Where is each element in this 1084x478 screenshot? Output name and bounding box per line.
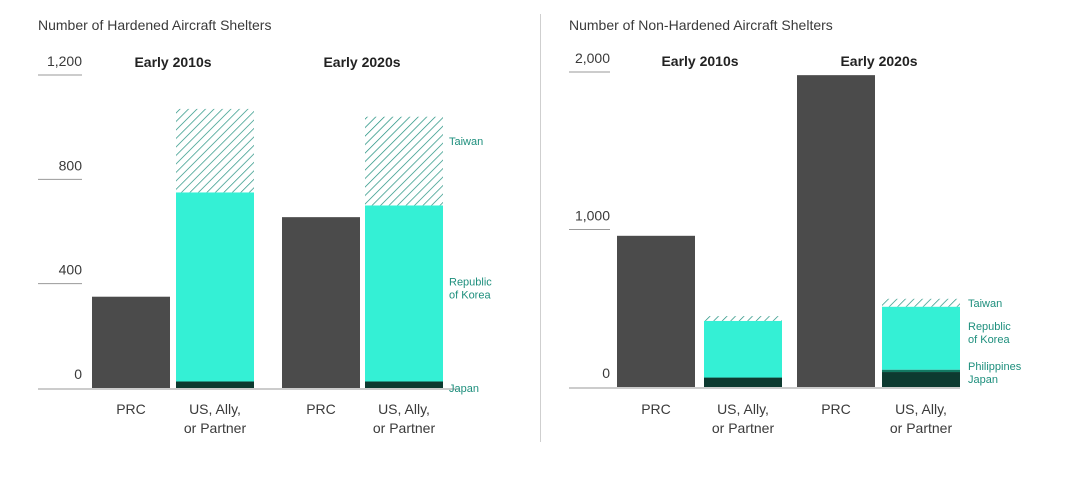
category-label: PRC — [116, 401, 146, 417]
bar-japan — [882, 372, 960, 387]
group-label: Early 2010s — [661, 53, 738, 69]
chart-title: Number of Non-Hardened Aircraft Shelters — [569, 17, 833, 33]
bar-prc — [282, 217, 360, 388]
y-tick-label: 1,000 — [575, 208, 610, 224]
y-tick-label: 2,000 — [575, 50, 610, 66]
bar-japan — [704, 377, 782, 387]
y-tick-label: 800 — [59, 157, 83, 173]
hardened-shelters-svg: Number of Hardened Aircraft Shelters 1,20… — [38, 17, 492, 436]
bar-japan — [176, 381, 254, 388]
segment-label-japan: Japan — [449, 383, 479, 395]
non-hardened-shelters-svg: Number of Non-Hardened Aircraft Shelters… — [569, 17, 1022, 436]
bar-taiwan — [704, 316, 782, 321]
segment-label-republic: Republic of Korea — [968, 321, 1011, 346]
segment-label-republic: Republic of Korea — [449, 276, 492, 301]
category-label: PRC — [821, 401, 851, 417]
bar-japan — [365, 381, 443, 388]
bar-prc — [617, 235, 695, 387]
y-tick-label: 1,200 — [47, 53, 82, 69]
bar-taiwan — [365, 116, 443, 206]
y-tick-label: 400 — [59, 262, 83, 278]
bar-republic-of-korea — [704, 320, 782, 378]
group-label: Early 2020s — [840, 53, 917, 69]
non-hardened-shelters-chart: Number of Non-Hardened Aircraft Shelters… — [542, 0, 1084, 478]
bar-republic-of-korea — [176, 192, 254, 382]
bar-prc — [92, 296, 170, 388]
segment-label-taiwan: Taiwan — [449, 136, 483, 148]
category-label: US, Ally, or Partner — [373, 401, 436, 436]
bar-taiwan — [176, 108, 254, 193]
bar-prc — [797, 75, 875, 388]
segment-label-taiwan: Taiwan — [968, 298, 1002, 310]
segment-label-philippines: Philippines Japan — [968, 361, 1022, 386]
bar-philippines — [882, 369, 960, 373]
panel-divider — [540, 14, 541, 442]
y-tick-label: 0 — [74, 366, 82, 382]
bar-taiwan — [882, 298, 960, 307]
hardened-shelters-chart: Number of Hardened Aircraft Shelters 1,20… — [0, 0, 540, 478]
category-label: US, Ally, or Partner — [712, 401, 775, 436]
bar-republic-of-korea — [882, 306, 960, 370]
category-label: PRC — [641, 401, 671, 417]
category-label: US, Ally, or Partner — [184, 401, 247, 436]
chart-title: Number of Hardened Aircraft Shelters — [38, 17, 271, 33]
bar-republic-of-korea — [365, 205, 443, 382]
group-label: Early 2020s — [323, 54, 400, 70]
y-tick-label: 0 — [602, 365, 610, 381]
group-label: Early 2010s — [134, 54, 211, 70]
category-label: PRC — [306, 401, 336, 417]
category-label: US, Ally, or Partner — [890, 401, 953, 436]
